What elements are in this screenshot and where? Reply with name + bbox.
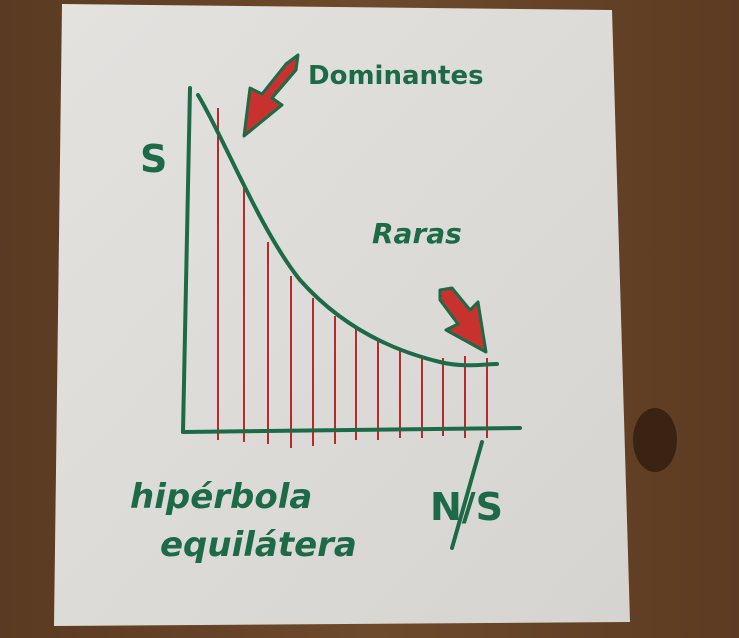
red-lines xyxy=(217,108,488,448)
arrow-dominant xyxy=(242,53,300,138)
arrow-rare xyxy=(438,286,488,354)
x-axis xyxy=(181,426,522,434)
curve-name-line-1: hipérbola xyxy=(130,477,312,517)
dominant-label: Dominantes xyxy=(308,61,484,91)
wood-knot xyxy=(633,408,677,472)
slash-stroke xyxy=(450,440,484,550)
axes xyxy=(181,86,522,434)
hyperbola-curve xyxy=(196,93,499,368)
y-axis-label: S xyxy=(140,137,167,181)
y-axis xyxy=(181,86,192,434)
curve-name-line-2: equilátera xyxy=(160,525,357,565)
x-axis-label: N/S xyxy=(430,485,503,529)
rare-label: Raras xyxy=(372,217,462,250)
paper xyxy=(54,4,630,626)
